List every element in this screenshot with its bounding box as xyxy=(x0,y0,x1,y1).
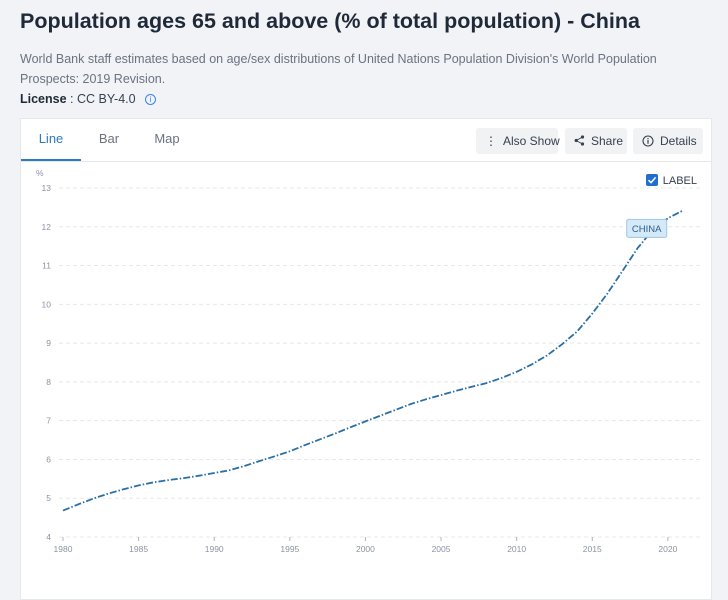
label-toggle-text: LABEL xyxy=(662,175,697,187)
share-icon xyxy=(574,128,585,154)
share-button[interactable]: Share xyxy=(565,128,627,154)
y-tick-label: 6 xyxy=(46,454,51,464)
license-value: : CC BY-4.0 xyxy=(70,92,136,106)
x-tick-label: 1980 xyxy=(54,544,73,554)
info-icon[interactable]: i xyxy=(145,94,157,105)
x-tick-label: 2020 xyxy=(658,544,677,554)
line-chart: 4 5 6 7 8 9 10 11 12 13% 1980 1985 1990 1995 2000 2005 2… xyxy=(36,168,701,554)
details-label: Details xyxy=(660,134,697,148)
also-show-label: Also Show xyxy=(503,134,560,148)
checkbox-checked-icon[interactable] xyxy=(645,174,658,186)
tab-map[interactable]: Map xyxy=(154,131,180,146)
x-tick-label: 2000 xyxy=(356,544,375,554)
x-tick-label: 2015 xyxy=(583,544,602,554)
y-tick-label: 7 xyxy=(46,416,51,426)
y-tick-label: 11 xyxy=(42,261,51,271)
dataset-description: World Bank staff estimates based on age/… xyxy=(20,52,657,86)
y-tick-label: 12 xyxy=(42,222,52,232)
x-tick-label: 2005 xyxy=(432,544,451,554)
series-line-china xyxy=(62,209,684,512)
y-unit-label: % xyxy=(36,168,44,178)
info-circle-icon xyxy=(642,128,654,154)
y-tick-label: 9 xyxy=(46,338,51,348)
x-tick-label: 2010 xyxy=(507,544,526,554)
more-vertical-icon: ⋮ xyxy=(485,134,497,148)
chart-card: Line Bar Map ⋮ Also Show Share xyxy=(20,118,712,600)
x-tick-label: 1985 xyxy=(129,544,148,554)
series-label-china: CHINA xyxy=(632,224,662,235)
label-toggle[interactable]: LABEL xyxy=(645,174,697,187)
license-label: License xyxy=(20,92,67,106)
y-tick-label: 8 xyxy=(46,377,51,387)
y-tick-label: 13 xyxy=(42,183,52,193)
y-tick-label: 5 xyxy=(46,493,51,503)
share-label: Share xyxy=(591,134,624,148)
tab-line[interactable]: Line xyxy=(21,119,81,161)
y-tick-label: 4 xyxy=(46,532,51,542)
tab-bar[interactable]: Bar xyxy=(98,131,120,146)
y-tick-label: 10 xyxy=(42,299,52,309)
x-tick-label: 1995 xyxy=(280,544,299,554)
chart-tabs: Line Bar Map ⋮ Also Show Share xyxy=(21,119,711,162)
page-title: Population ages 65 and above (% of total… xyxy=(20,9,640,33)
license-line: License : CC BY-4.0 i xyxy=(20,92,157,106)
x-tick-label: 1990 xyxy=(205,544,224,554)
also-show-button[interactable]: ⋮ Also Show xyxy=(476,128,560,154)
details-button[interactable]: Details xyxy=(633,128,703,154)
series-label-box xyxy=(626,218,668,238)
